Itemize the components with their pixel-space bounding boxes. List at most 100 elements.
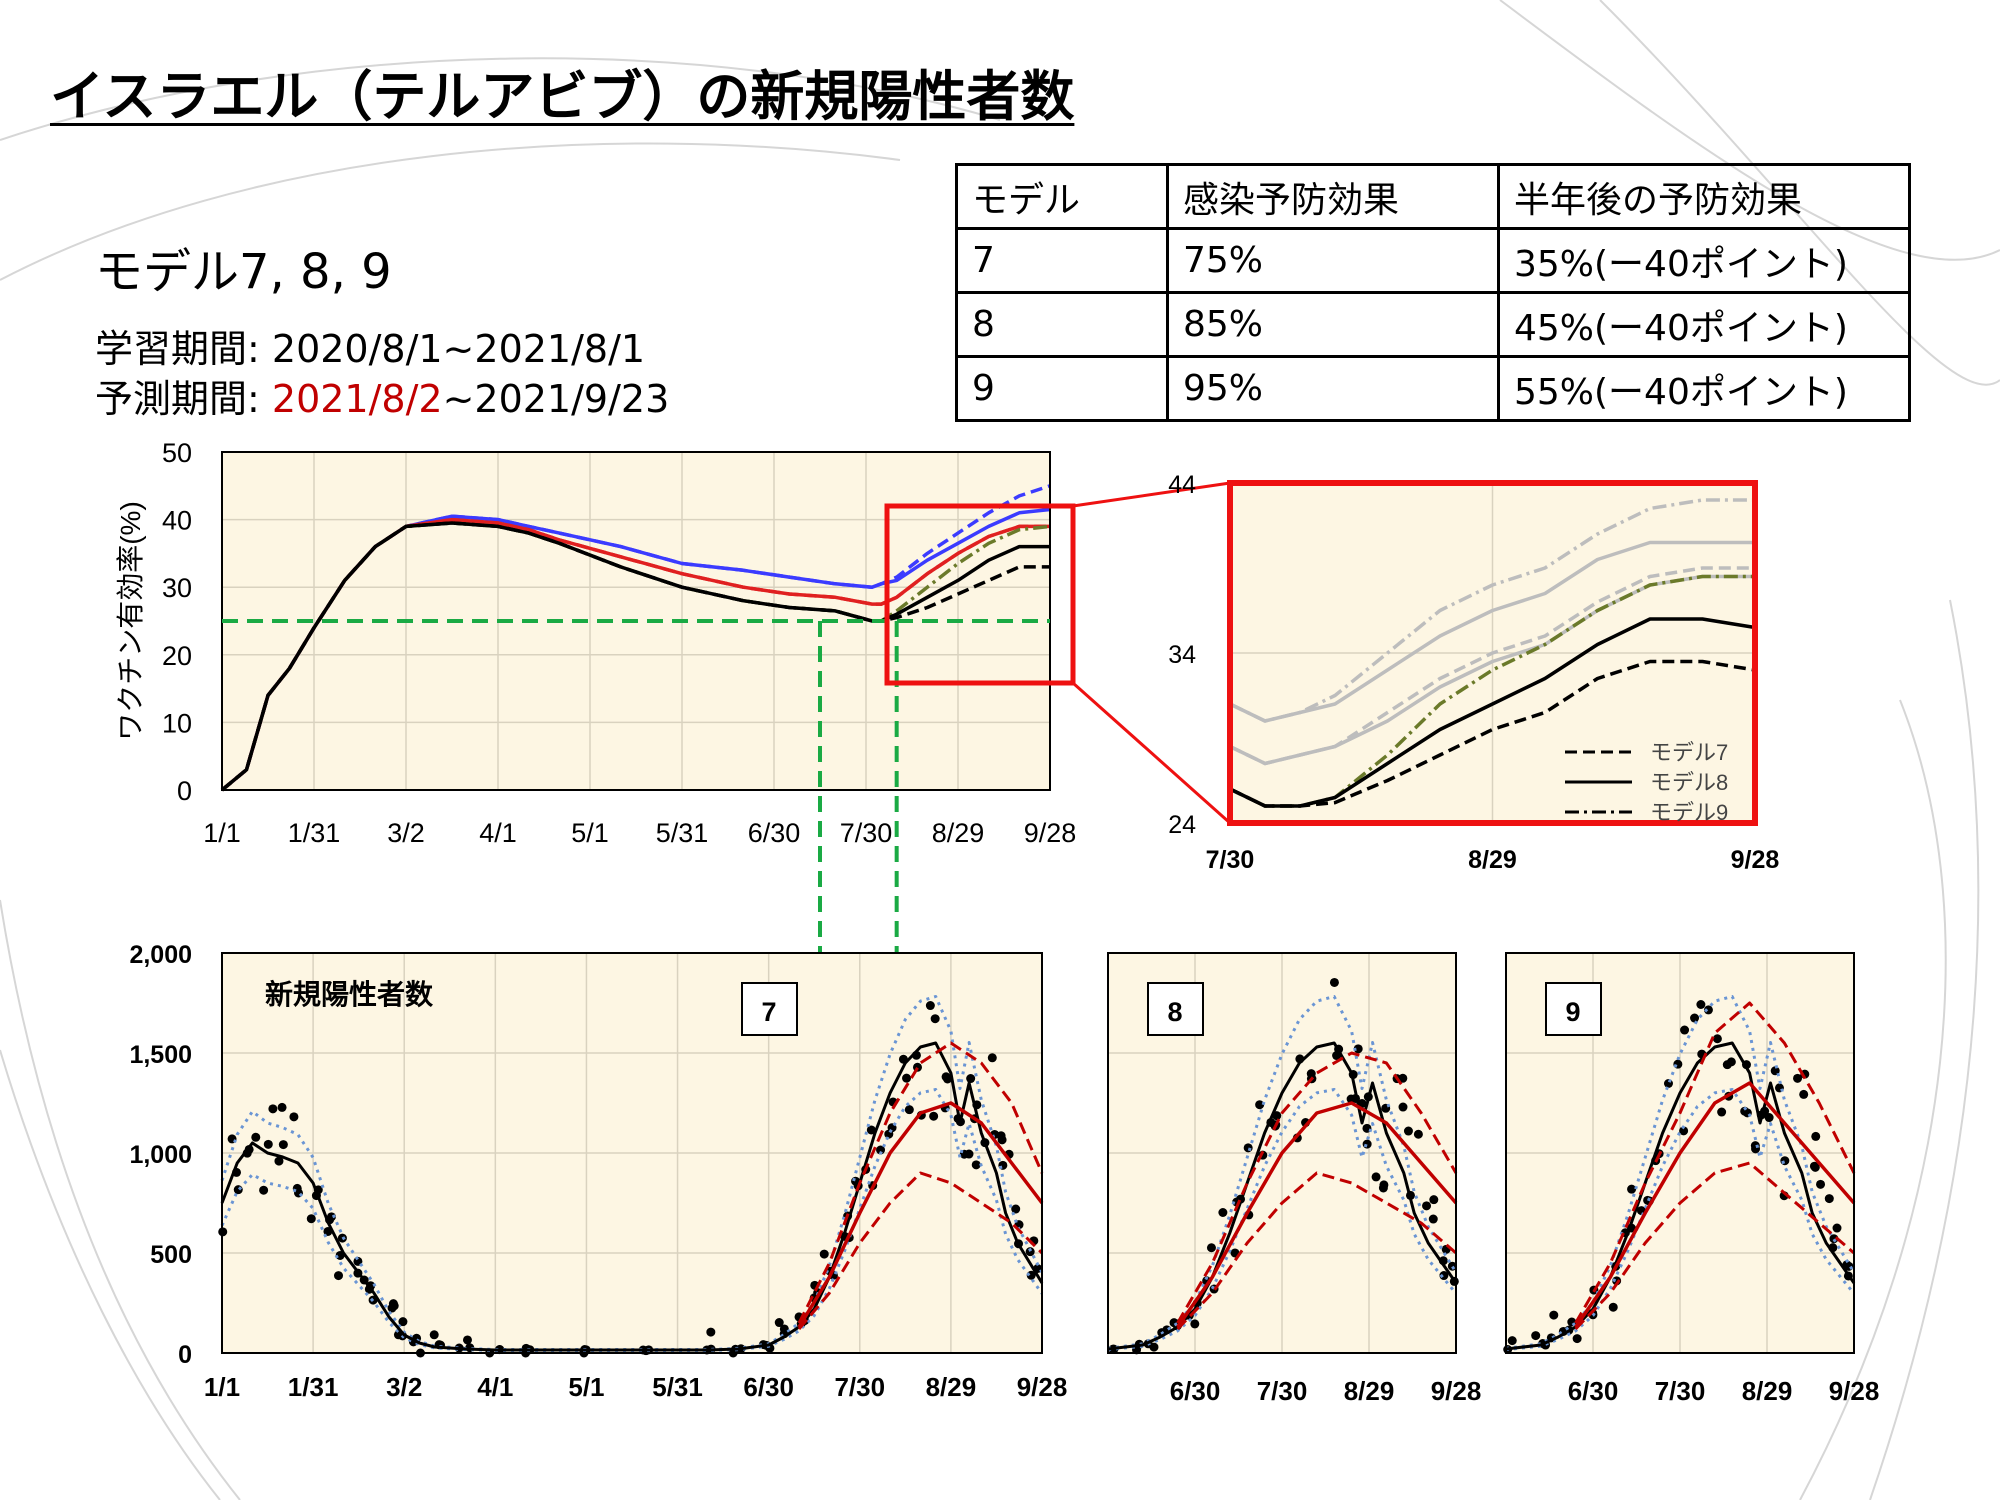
table-cell: 55%(ー40ポイント) [1497, 355, 1911, 422]
table-header-cell: モデル [955, 163, 1169, 230]
model-number-label: 7 [761, 997, 776, 1027]
confidence-upper-line [220, 995, 1044, 1351]
observed-point [987, 1053, 997, 1063]
observed-point [1770, 1066, 1780, 1076]
zoom-chart-border [1227, 480, 1758, 826]
zoom-line-モデル9 [1229, 498, 1755, 723]
observed-point [1371, 1172, 1381, 1182]
table-cell: 95% [1166, 355, 1500, 422]
observed-point [1025, 1247, 1035, 1257]
observed-point [277, 1102, 287, 1112]
observed-point [943, 1074, 953, 1084]
observed-point [429, 1330, 439, 1340]
cases-xtick: 8/29 [1344, 1376, 1395, 1406]
efficacy-ytick: 10 [162, 708, 192, 738]
zoom-line-モデル7 [1229, 659, 1756, 808]
prediction-period-start: 2021/8/2 [271, 377, 443, 421]
efficacy-xtick: 1/1 [203, 818, 241, 848]
observed-point [353, 1256, 363, 1266]
cases-ytick: 1,500 [129, 1041, 192, 1069]
zoom-selection-box [884, 503, 1076, 686]
legend-label: モデル7 [1650, 740, 1728, 765]
efficacy-xtick: 8/29 [932, 818, 985, 848]
learning-period-label: 学習期間: [95, 327, 272, 371]
efficacy-xtick: 4/1 [479, 818, 517, 848]
model-efficacy-table: モデル 感染予防効果 半年後の予防効果 7 75% 35%(ー40ポイント) 8… [955, 163, 1911, 422]
observed-point [1712, 1034, 1722, 1044]
prediction-period: 予測期間: 2021/8/2~2021/9/23 [95, 368, 669, 423]
table-cell: 35%(ー40ポイント) [1497, 227, 1911, 294]
model-number-label: 8 [1167, 997, 1182, 1027]
observed-point [326, 1212, 336, 1222]
observed-point [774, 1318, 784, 1328]
observed-point [1810, 1162, 1820, 1172]
observed-point [1149, 1342, 1159, 1352]
prediction-lower-line [797, 1171, 1044, 1330]
cases-xtick: 3/2 [386, 1372, 422, 1402]
observed-point [904, 1105, 914, 1115]
observed-point [1306, 1069, 1316, 1079]
observed-point [1780, 1156, 1790, 1166]
cases-xtick: 6/30 [743, 1372, 794, 1402]
observed-point [1398, 1102, 1408, 1112]
observed-point [1507, 1336, 1517, 1346]
prediction-period-end: ~2021/9/23 [442, 377, 670, 421]
cases-chart-border-7 [221, 952, 1043, 1354]
observed-point [929, 1111, 939, 1121]
prediction-upper-line [1176, 1051, 1458, 1324]
observed-point [289, 1112, 299, 1122]
observed-point [1608, 1302, 1618, 1312]
observed-point [876, 1145, 886, 1155]
observed-point [278, 1140, 288, 1150]
observed-point [1680, 1025, 1690, 1035]
zoom-connector [1072, 681, 1231, 825]
observed-point [263, 1139, 273, 1149]
decorative-arc [0, 57, 1001, 141]
cases-xtick: 4/1 [477, 1372, 513, 1402]
efficacy-xtick: 5/31 [656, 818, 709, 848]
observed-point [251, 1132, 261, 1142]
zoom-ytick: 44 [1168, 471, 1196, 499]
cases-xtick: 9/28 [1017, 1372, 1068, 1402]
legend-label: モデル9 [1650, 800, 1728, 825]
model-number-label: 9 [1565, 997, 1580, 1027]
observed-point [1398, 1073, 1408, 1083]
model-heading: モデル7, 8, 9 [95, 244, 392, 300]
observed-point [964, 1149, 974, 1159]
zoom-line-モデル9 [1229, 574, 1755, 808]
cases-xtick: 7/30 [834, 1372, 885, 1402]
observed-point [274, 1156, 284, 1166]
cases-xtick: 9/28 [1431, 1376, 1482, 1406]
cases-xtick: 1/31 [288, 1372, 339, 1402]
table-row: 9 95% 55%(ー40ポイント) [955, 355, 1911, 422]
zoom-xtick: 7/30 [1206, 846, 1255, 874]
zoom-line-モデル8 [1229, 574, 1755, 766]
observed-point [866, 1125, 876, 1135]
observed-point [259, 1185, 269, 1195]
observed-point [819, 1249, 829, 1259]
decorative-arc [0, 142, 901, 281]
zoom-xtick: 9/28 [1731, 846, 1780, 874]
efficacy-xtick: 3/2 [387, 818, 425, 848]
table-cell: 9 [955, 355, 1169, 422]
observed-point [1750, 1141, 1760, 1151]
observed-point [387, 1303, 397, 1313]
efficacy-xtick: 7/30 [840, 818, 893, 848]
observed-point [1572, 1334, 1582, 1344]
observed-point [1824, 1194, 1834, 1204]
observed-point [1793, 1073, 1803, 1083]
observed-point [233, 1185, 243, 1195]
observed-point [268, 1104, 278, 1114]
observed-point [1549, 1310, 1559, 1320]
efficacy-xtick: 1/31 [288, 818, 341, 848]
cases-xtick: 5/31 [652, 1372, 703, 1402]
table-header-row: モデル 感染予防効果 半年後の予防効果 [955, 163, 1911, 230]
efficacy-ytick: 20 [162, 641, 192, 671]
observed-point [1190, 1319, 1200, 1329]
zoom-xtick: 8/29 [1468, 846, 1517, 874]
legend-label: モデル8 [1650, 770, 1728, 795]
prediction-lower-line [1176, 1171, 1457, 1331]
prediction-center-line [1574, 1081, 1856, 1328]
observed-point [996, 1131, 1006, 1141]
